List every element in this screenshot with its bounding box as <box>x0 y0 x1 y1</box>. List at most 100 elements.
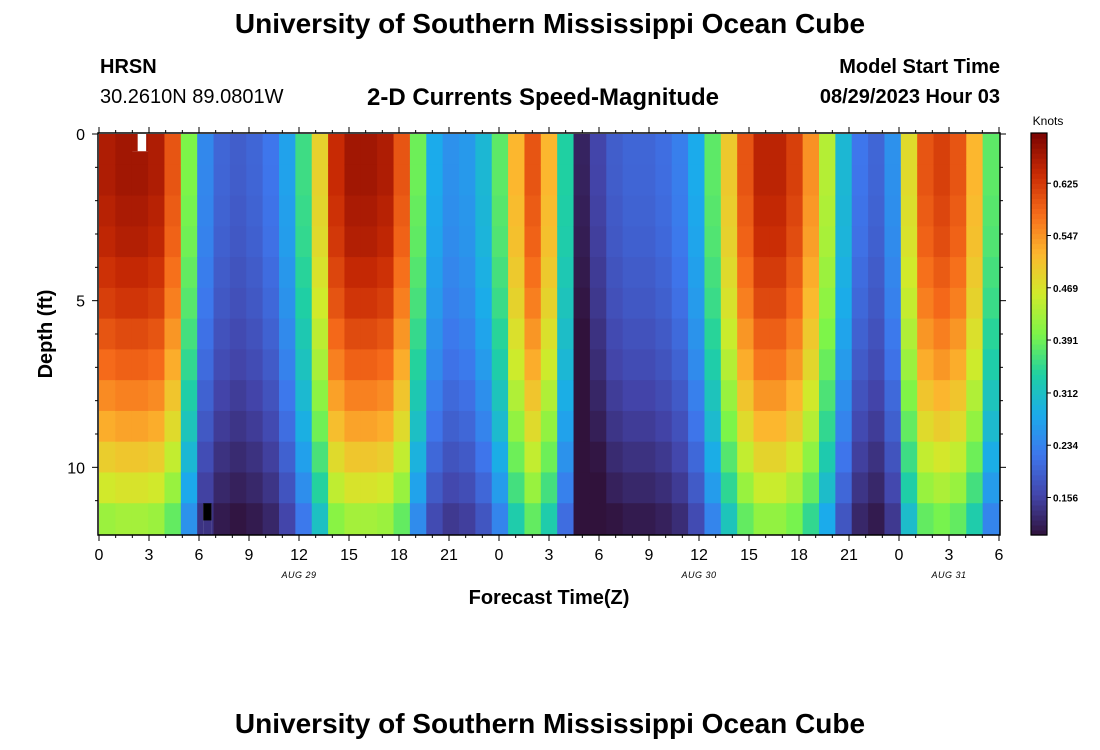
heatmap-cell <box>540 318 558 350</box>
heatmap-cell <box>835 134 853 166</box>
heatmap-cell <box>868 472 886 504</box>
heatmap-cell <box>720 226 738 258</box>
heatmap-cell <box>115 164 133 197</box>
heatmap-cell <box>360 410 378 443</box>
heatmap-cell <box>622 380 640 412</box>
heatmap-cell <box>344 195 362 227</box>
heatmap-cell <box>737 226 755 258</box>
heatmap-cell <box>900 349 918 381</box>
heatmap-cell <box>737 380 755 412</box>
heatmap-cell <box>933 226 951 258</box>
heatmap-cell <box>344 441 362 474</box>
heatmap-cell <box>328 195 346 227</box>
heatmap-cell <box>524 349 542 381</box>
heatmap-cell <box>180 503 198 535</box>
heatmap-cell <box>802 380 820 412</box>
heatmap-cell <box>704 380 722 412</box>
heatmap-cell <box>671 226 689 258</box>
heatmap-cell <box>229 287 247 320</box>
heatmap-cell <box>131 257 149 289</box>
heatmap-cell <box>917 410 935 443</box>
heatmap-cell <box>639 349 656 381</box>
heatmap-cell <box>311 472 329 504</box>
heatmap-cell <box>311 318 329 350</box>
heatmap-cell <box>279 349 296 381</box>
heatmap-cell <box>229 226 247 258</box>
heatmap-cell <box>295 441 313 474</box>
heatmap-cell <box>802 410 820 443</box>
heatmap-cell <box>769 441 787 474</box>
heatmap-cell <box>917 441 935 474</box>
heatmap-cell <box>459 226 476 258</box>
heatmap-cell <box>393 257 411 289</box>
heatmap-cell <box>311 226 329 258</box>
heatmap-cell <box>557 410 575 443</box>
colorbar-segment <box>1031 439 1047 446</box>
heatmap-cell <box>311 441 329 474</box>
colorbar-segment <box>1031 494 1047 501</box>
heatmap-cell <box>148 349 166 381</box>
heatmap-cell <box>835 195 853 227</box>
heatmap-cell <box>966 164 984 197</box>
heatmap-cell <box>311 349 329 381</box>
colorbar-segment <box>1031 313 1047 320</box>
heatmap-cell <box>246 380 264 412</box>
station-name: HRSN <box>100 56 157 78</box>
heatmap-cell <box>148 257 166 289</box>
heatmap-cell <box>99 410 116 443</box>
heatmap-cell <box>475 257 493 289</box>
heatmap-cell <box>295 195 313 227</box>
heatmap-cell <box>622 472 640 504</box>
colorbar-segment <box>1031 138 1047 144</box>
heatmap-cell <box>655 195 673 227</box>
heatmap-cell <box>835 318 853 350</box>
heatmap-cell <box>917 472 935 504</box>
heatmap-cell <box>229 318 247 350</box>
heatmap-cell <box>622 195 640 227</box>
heatmap-cell <box>753 257 771 289</box>
heatmap-cell <box>851 410 869 443</box>
heatmap-cell <box>213 472 231 504</box>
heatmap-cell <box>802 349 820 381</box>
heatmap-cell <box>197 257 215 289</box>
heatmap-cell <box>360 134 378 166</box>
heatmap-cell <box>475 472 493 504</box>
heatmap-cell <box>639 503 656 535</box>
x-tick-label: 21 <box>440 547 458 564</box>
heatmap-cell <box>377 226 395 258</box>
heatmap-cell <box>295 287 313 320</box>
heatmap-cell <box>753 349 771 381</box>
heatmap-cell <box>524 226 542 258</box>
x-tick-label: 18 <box>390 547 408 564</box>
heatmap-cell <box>197 164 215 197</box>
heatmap-cell <box>262 287 280 320</box>
heatmap-cell <box>115 318 133 350</box>
heatmap-cell <box>393 472 411 504</box>
heatmap-cell <box>655 380 673 412</box>
heatmap-cell <box>933 380 951 412</box>
heatmap-cell <box>491 134 509 166</box>
heatmap-cell <box>344 472 362 504</box>
heatmap-cell <box>900 226 918 258</box>
heatmap-cell <box>966 380 984 412</box>
heatmap-cell <box>868 134 886 166</box>
heatmap-cell <box>688 257 706 289</box>
heatmap-cell <box>409 318 427 350</box>
heatmap-cell <box>737 318 755 350</box>
colorbar-segment <box>1031 298 1047 305</box>
heatmap-cell <box>589 472 607 504</box>
heatmap-cell <box>851 195 869 227</box>
heatmap-cell <box>704 226 722 258</box>
missing-data-cell <box>137 134 147 152</box>
colorbar-tick-label: 0.312 <box>1053 389 1078 400</box>
x-tick-label: 18 <box>790 547 808 564</box>
heatmap-cell <box>164 287 182 320</box>
heatmap-cell <box>868 503 886 535</box>
heatmap-cell <box>949 349 967 381</box>
heatmap-cell <box>203 520 212 535</box>
heatmap-cell <box>949 195 967 227</box>
heatmap-cell <box>688 164 706 197</box>
heatmap-cell <box>589 195 607 227</box>
heatmap-cell <box>491 380 509 412</box>
heatmap-cell <box>262 441 280 474</box>
